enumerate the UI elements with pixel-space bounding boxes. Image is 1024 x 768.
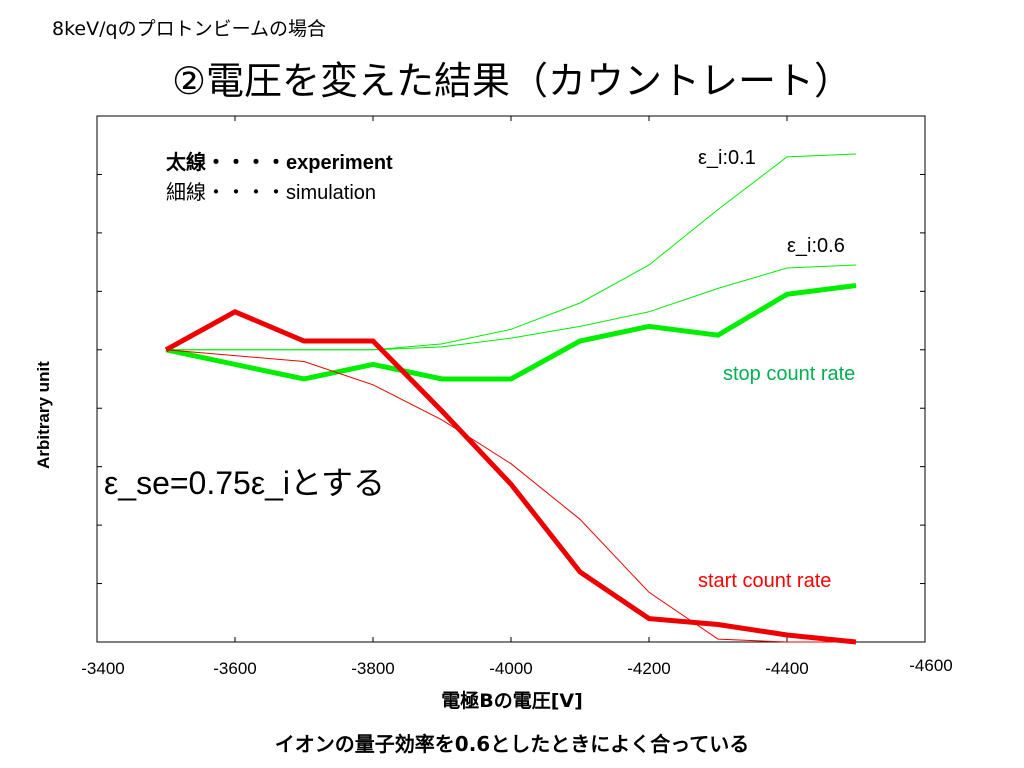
x-tick-label: -4000 [489,659,532,678]
series-line-1 [166,153,857,351]
x-axis-label: 電極Bの電圧[V] [441,690,583,712]
legend-experiment: 太線・・・・experiment [166,152,393,174]
footer-note: イオンの量子効率を0.6としたときによく合っている [274,732,750,756]
x-tick-label: -4400 [765,659,808,678]
y-axis-label: Arbitrary unit [34,361,53,469]
slide-title: ②電圧を変えた結果（カウントレート） [171,59,853,103]
x-tick-label: -4600 [909,656,952,675]
series-line-0 [165,283,857,382]
x-tick-label: -4200 [627,659,670,678]
legend-simulation: 細線・・・・simulation [166,182,377,204]
x-tick-label: -3800 [351,659,394,678]
series-line-2 [166,264,857,351]
label-stop-count-rate: stop count rate [723,363,856,385]
subtitle: 8keV/qのプロトンビームの場合 [52,18,326,40]
series-line-3 [164,309,857,645]
label-start-count-rate: start count rate [698,570,832,592]
series-line-4 [165,349,856,643]
x-tick-label: -3400 [81,659,124,678]
label-eps-0-6: ε_i:0.6 [787,235,845,257]
x-tick-label: -3600 [213,659,256,678]
label-eps-0-1: ε_i:0.1 [698,147,756,169]
note-eps-se: ε_se=0.75ε_iとする [104,465,386,501]
